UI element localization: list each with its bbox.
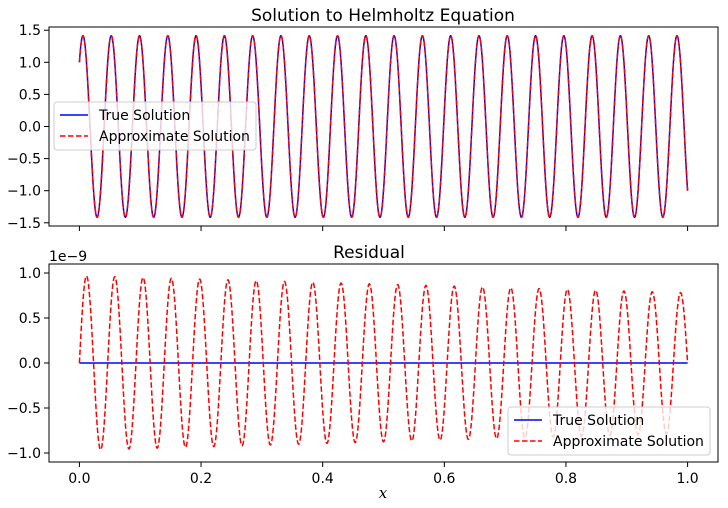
bottom-x-axis: 0.0 0.2 0.4 0.6 0.8 1.0 [68,462,699,487]
bottom-offset-text: 1e−9 [49,249,87,265]
bottom-legend-label: True Solution [552,413,644,429]
top-chart-title: Solution to Helmholtz Equation [251,6,515,26]
bottom-x-tick-label: 0.2 [190,471,212,487]
bottom-y-tick-label: −0.5 [7,401,41,417]
bottom-chart-title: Residual [333,243,405,263]
top-y-tick-label: 1.0 [19,55,41,71]
bottom-y-tick-label: 0.0 [19,356,41,372]
top-legend: True Solution Approximate Solution [53,101,257,151]
bottom-y-tick-label: 0.5 [19,311,41,327]
top-panel: Solution to Helmholtz Equation 1.5 1.0 0.5… [7,6,719,232]
bottom-y-tick-label: 1.0 [19,266,41,282]
bottom-y-axis: 1.0 0.5 0.0 −0.5 −1.0 [7,266,49,462]
top-plot-area [78,34,689,219]
bottom-y-tick-label: −1.0 [7,446,41,462]
bottom-legend: True Solution Approximate Solution [507,406,711,456]
top-x-axis [78,226,689,231]
bottom-legend-label: Approximate Solution [553,434,704,450]
top-y-tick-label: −1.0 [7,184,41,200]
bottom-panel: Residual 1e−9 1.00.50.0−0.5−1.0 0.0 0.2 0.… [7,243,719,502]
x-axis-label: x [379,484,388,502]
top-y-axis: 1.5 1.0 0.5 0.0 −0.5 −1.0 −1.5 [7,23,49,232]
bottom-plot-area [78,275,689,451]
bottom-x-tick-label: 1.0 [676,471,698,487]
bottom-x-tick-label: 0.4 [312,471,334,487]
top-legend-label: Approximate Solution [99,129,250,145]
top-legend-label: True Solution [98,108,190,124]
top-y-tick-label: −1.5 [7,216,41,232]
bottom-x-tick-label: 0.6 [433,471,455,487]
top-y-tick-label: 1.5 [19,23,41,39]
bottom-legend-box [507,406,711,456]
bottom-x-tick-label: 0.8 [555,471,577,487]
top-y-tick-label: 0.5 [19,87,41,103]
bottom-x-tick-label: 0.0 [68,471,90,487]
top-series-approximate-solution-line [78,34,689,219]
bottom-series-approximate-solution-line [78,275,689,451]
top-legend-box [53,101,257,151]
top-y-tick-label: −0.5 [7,152,41,168]
top-y-tick-label: 0.0 [19,120,41,136]
